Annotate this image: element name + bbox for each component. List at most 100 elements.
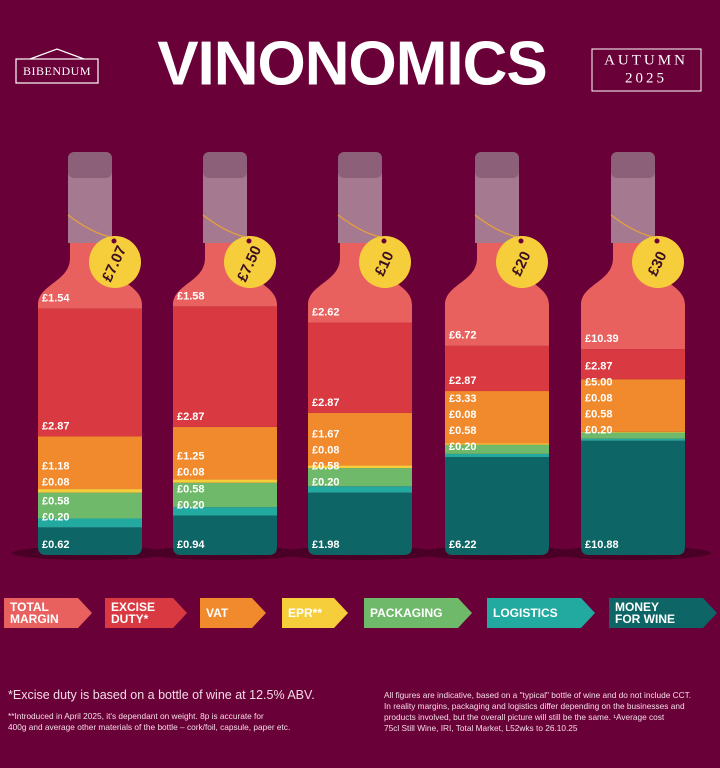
segment bbox=[173, 515, 277, 555]
segment bbox=[445, 444, 549, 454]
legend-label: EXCISE DUTY* bbox=[111, 600, 156, 626]
legend-label: VAT bbox=[206, 606, 229, 620]
segment bbox=[445, 443, 549, 445]
segment bbox=[38, 308, 142, 437]
value-label: £1.25 bbox=[177, 451, 205, 463]
legend-label: LOGISTICS bbox=[493, 606, 558, 620]
segment bbox=[308, 492, 412, 555]
segment bbox=[38, 518, 142, 528]
value-label: £0.08 bbox=[42, 477, 70, 489]
segment bbox=[38, 436, 142, 490]
brand: BIBENDUM bbox=[23, 64, 91, 78]
bottle-cap-top bbox=[475, 152, 519, 178]
bottle bbox=[581, 240, 685, 555]
tag-hole bbox=[654, 238, 660, 244]
segment bbox=[581, 438, 685, 441]
value-label: £2.87 bbox=[449, 375, 477, 387]
segment bbox=[173, 482, 277, 508]
bottle-cap-top bbox=[68, 152, 112, 178]
value-label: £1.58 bbox=[177, 290, 205, 302]
season: AUTUMN bbox=[604, 52, 688, 68]
segment bbox=[38, 527, 142, 555]
segment bbox=[581, 349, 685, 380]
price-tag bbox=[496, 236, 548, 288]
legend-label: PACKAGING bbox=[370, 606, 443, 620]
legend-item: EPR** bbox=[282, 598, 348, 628]
bottle bbox=[38, 240, 142, 555]
segment bbox=[173, 479, 277, 483]
segment bbox=[445, 457, 549, 555]
note: In reality margins, packaging and logist… bbox=[384, 701, 685, 711]
value-label: £3.33 bbox=[449, 393, 477, 405]
value-label: £2.87 bbox=[585, 361, 613, 373]
note: 75cl Still Wine, IRI, Total Market, L52w… bbox=[384, 723, 578, 733]
bottle-cap-top bbox=[338, 152, 382, 178]
legend-item: TOTAL MARGIN bbox=[4, 598, 92, 628]
segment bbox=[581, 431, 685, 433]
title: VINONOMICS bbox=[157, 29, 547, 98]
tag-hole bbox=[381, 238, 387, 244]
value-label: £0.08 bbox=[312, 445, 340, 457]
value-label: £0.58 bbox=[449, 425, 477, 437]
segment bbox=[38, 489, 142, 493]
note: products involved, but the overall pictu… bbox=[384, 712, 665, 722]
note: *Excise duty is based on a bottle of win… bbox=[8, 688, 315, 702]
legend-item: VAT bbox=[200, 598, 266, 628]
legend-item: MONEY FOR WINE bbox=[609, 598, 717, 628]
legend-item: EXCISE DUTY* bbox=[105, 598, 187, 628]
tag-string bbox=[202, 214, 246, 238]
bottle-cap-top bbox=[203, 152, 247, 178]
price-tag bbox=[359, 236, 411, 288]
value-label: £5.00 bbox=[585, 377, 613, 389]
note: **Introduced in April 2025, it's dependa… bbox=[8, 711, 264, 721]
segment bbox=[173, 306, 277, 427]
value-label: £0.58 bbox=[585, 409, 613, 421]
value-label: £0.62 bbox=[42, 539, 70, 551]
value-label: £1.98 bbox=[312, 539, 340, 551]
value-label: £0.20 bbox=[585, 425, 613, 437]
value-label: £0.20 bbox=[177, 499, 205, 511]
logo-roof bbox=[29, 48, 85, 60]
value-label: £2.87 bbox=[42, 420, 70, 432]
price-tag bbox=[89, 236, 141, 288]
value-label: £0.08 bbox=[585, 393, 613, 405]
segment bbox=[581, 379, 685, 432]
tag-hole bbox=[111, 238, 117, 244]
tag-string bbox=[337, 214, 381, 238]
value-label: £0.20 bbox=[449, 441, 477, 453]
value-label: £0.08 bbox=[449, 409, 477, 421]
segment bbox=[308, 322, 412, 413]
value-label: £2.87 bbox=[177, 411, 205, 423]
value-label: £1.18 bbox=[42, 461, 70, 473]
segment bbox=[308, 468, 412, 487]
segment bbox=[581, 440, 685, 555]
value-label: £0.20 bbox=[42, 511, 70, 523]
value-label: £0.08 bbox=[177, 467, 205, 479]
segment bbox=[38, 492, 142, 519]
segment bbox=[308, 412, 412, 466]
legend-label: TOTAL MARGIN bbox=[10, 600, 59, 626]
value-label: £1.67 bbox=[312, 429, 340, 441]
tag-string bbox=[610, 214, 654, 238]
logo-box bbox=[15, 58, 99, 84]
tag-hole bbox=[518, 238, 524, 244]
value-label: £0.58 bbox=[177, 483, 205, 495]
value-label: £0.94 bbox=[177, 539, 205, 551]
legend-label: MONEY FOR WINE bbox=[615, 600, 675, 626]
tag-string bbox=[67, 214, 111, 238]
value-label: £2.87 bbox=[312, 397, 340, 409]
segment bbox=[173, 426, 277, 480]
price-tag bbox=[632, 236, 684, 288]
season: 2025 bbox=[625, 70, 667, 86]
season-box bbox=[591, 48, 702, 92]
segment bbox=[173, 507, 277, 516]
segment bbox=[445, 345, 549, 392]
value-label: £10.88 bbox=[585, 539, 619, 551]
price-tag bbox=[224, 236, 276, 288]
value-label: £0.20 bbox=[312, 477, 340, 489]
value-label: £6.72 bbox=[449, 330, 477, 342]
tag-hole bbox=[246, 238, 252, 244]
value-label: £0.58 bbox=[312, 461, 340, 473]
